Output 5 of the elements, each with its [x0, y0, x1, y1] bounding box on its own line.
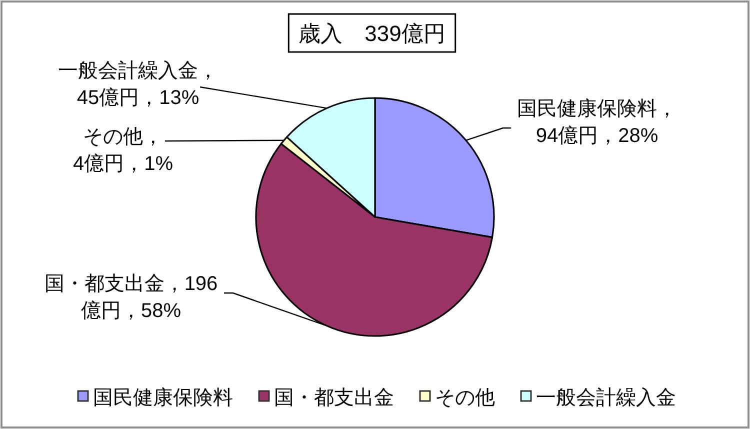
legend-label: 国民健康保険料: [93, 387, 233, 409]
chart-title: 歳入 339億円: [298, 21, 446, 46]
legend-label: 一般会計繰入金: [536, 387, 676, 409]
legend-label: 国・都支出金: [274, 387, 394, 409]
legend-label: その他: [435, 387, 495, 409]
